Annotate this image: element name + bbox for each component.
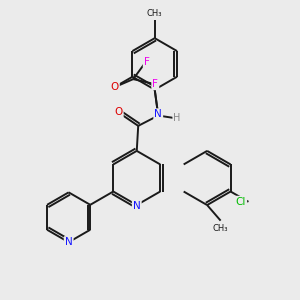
Text: N: N [133,201,141,211]
Text: O: O [110,82,119,92]
Text: CH₃: CH₃ [147,9,163,18]
Text: CH₃: CH₃ [213,224,228,233]
Text: F: F [152,79,158,89]
Text: N: N [154,110,162,119]
Text: H: H [173,113,181,123]
Text: F: F [144,57,150,67]
Text: O: O [114,107,123,117]
Text: N: N [65,237,73,247]
Text: Cl: Cl [236,197,246,207]
